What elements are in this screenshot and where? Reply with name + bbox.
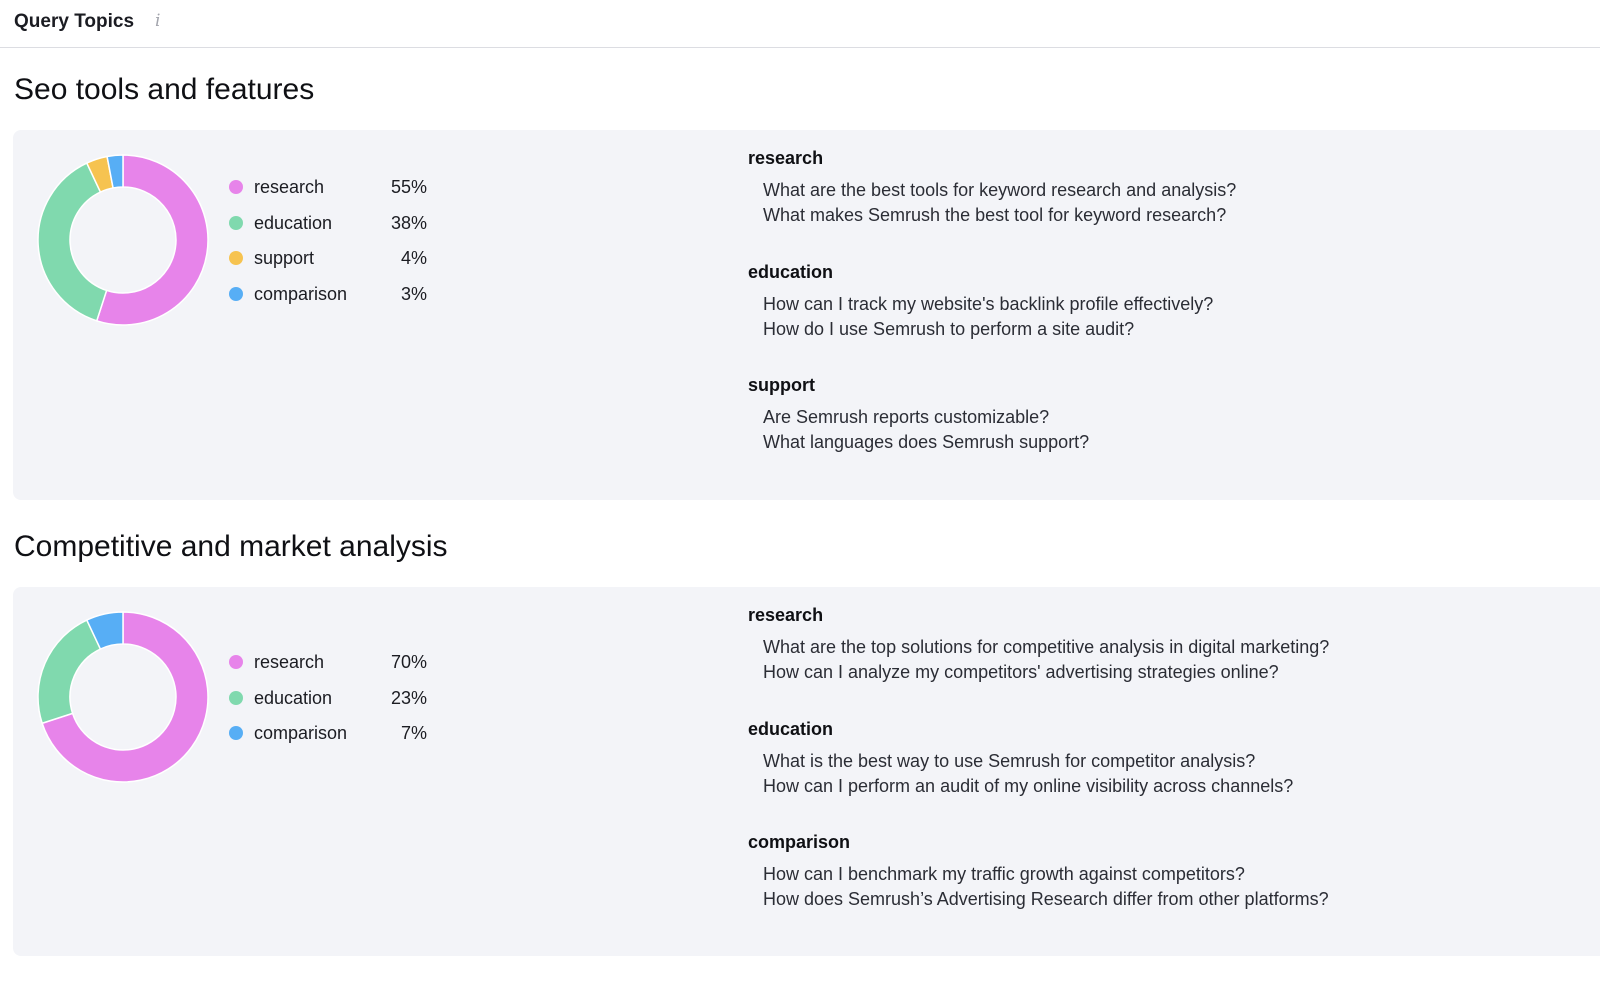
legend-value: 70% (390, 652, 427, 672)
query-group-comparison: comparison How can I benchmark my traffi… (748, 832, 1548, 946)
legend-competitive-analysis: research 70% education 23% comparison 7% (227, 653, 427, 760)
legend-dot-research (229, 180, 243, 194)
query-group-research: research What are the top solutions for … (748, 605, 1548, 719)
query-item: How can I analyze my competitors' advert… (763, 662, 1279, 682)
donut-slice-comparison[interactable] (85, 611, 124, 651)
legend-label: education (254, 687, 333, 708)
section-title-seo-tools: Seo tools and features (14, 73, 315, 106)
legend-item-research: research 55% (227, 178, 427, 214)
legend-item-comparison: comparison 7% (227, 724, 427, 760)
query-item: What is the best way to use Semrush for … (763, 750, 1256, 771)
legend-dot-comparison (229, 286, 243, 301)
query-group-title: education (748, 718, 834, 739)
legend-item-comparison: comparison 3% (227, 285, 427, 321)
donut-slice-education[interactable] (37, 619, 102, 725)
legend-item-education: education 23% (227, 689, 427, 725)
section-title-competitive-analysis: Competitive and market analysis (14, 530, 448, 563)
query-item: What are the top solutions for competiti… (763, 637, 1330, 657)
query-item: How can I track my website's backlink pr… (763, 293, 1214, 314)
query-group-title: education (748, 261, 834, 282)
query-group-education: education What is the best way to use Se… (748, 719, 1548, 833)
query-item: How does Semrush’s Advertising Research … (763, 889, 1329, 909)
legend-label: education (254, 212, 333, 233)
query-item: Are Semrush reports customizable? (763, 407, 1050, 427)
legend-item-research: research 70% (227, 653, 427, 689)
page-title: Query Topics (14, 11, 135, 32)
legend-label: comparison (254, 723, 348, 743)
legend-dot-research (229, 655, 243, 669)
legend-item-education: education 38% (227, 214, 427, 250)
topic-panel-seo-tools: research 55% education 38% support 4% co… (13, 130, 1600, 500)
legend-value: 4% (400, 248, 427, 268)
info-icon[interactable]: i (155, 11, 161, 31)
topic-panel-competitive-analysis: research 70% education 23% comparison 7%… (13, 587, 1600, 956)
legend-value: 55% (390, 177, 427, 197)
query-group-support: support Are Semrush reports customizable… (748, 375, 1548, 489)
donut-slice-education[interactable] (37, 162, 108, 322)
legend-label: research (254, 652, 325, 672)
donut-chart-seo-tools (37, 154, 209, 326)
query-group-title: research (748, 148, 824, 168)
legend-item-support: support 4% (227, 249, 427, 285)
query-item: How can I benchmark my traffic growth ag… (763, 864, 1245, 884)
legend-dot-education (229, 215, 243, 230)
query-item: How do I use Semrush to perform a site a… (763, 318, 1135, 339)
query-item: What languages does Semrush support? (763, 432, 1090, 452)
legend-label: comparison (254, 283, 348, 304)
query-item: How can I perform an audit of my online … (763, 775, 1294, 796)
legend-seo-tools: research 55% education 38% support 4% co… (227, 178, 427, 320)
query-group-education: education How can I track my website's b… (748, 262, 1548, 376)
legend-label: research (254, 177, 325, 197)
query-group-title: comparison (748, 832, 851, 852)
donut-chart-competitive-analysis (37, 611, 209, 783)
query-groups-competitive-analysis: research What are the top solutions for … (748, 605, 1548, 946)
query-group-research: research What are the best tools for key… (748, 148, 1548, 262)
legend-dot-education (229, 690, 243, 705)
query-groups-seo-tools: research What are the best tools for key… (748, 148, 1548, 489)
donut-slice-research[interactable] (95, 154, 209, 326)
legend-label: support (254, 248, 315, 268)
legend-value: 38% (390, 212, 427, 233)
query-group-title: research (748, 605, 824, 625)
query-item: What makes Semrush the best tool for key… (763, 205, 1227, 225)
legend-dot-comparison (229, 726, 243, 740)
donut-slice-research[interactable] (41, 611, 209, 783)
query-item: What are the best tools for keyword rese… (763, 180, 1237, 200)
legend-value: 23% (390, 687, 427, 708)
donut-slice-comparison[interactable] (106, 154, 124, 189)
query-topics-header: Query Topics i (0, 0, 1600, 48)
legend-value: 3% (400, 283, 427, 304)
query-group-title: support (748, 375, 815, 395)
legend-value: 7% (400, 723, 427, 743)
legend-dot-support (229, 251, 243, 265)
